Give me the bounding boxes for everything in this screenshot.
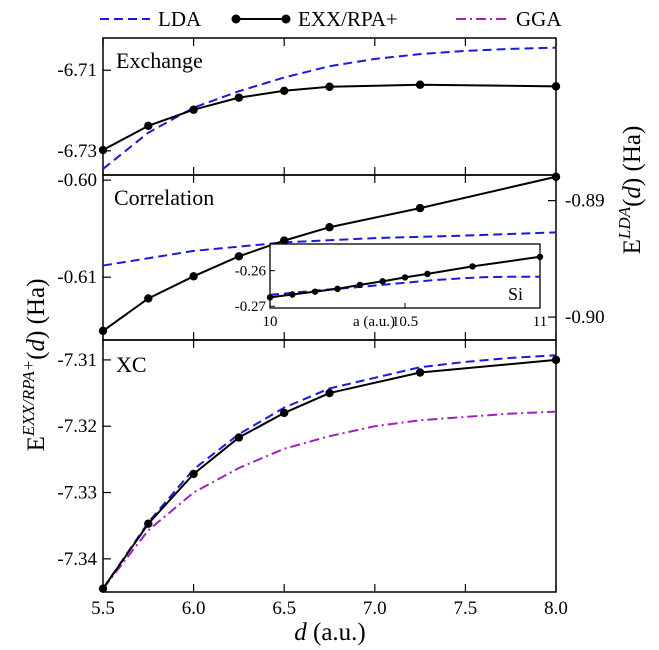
inset-si: Si a (a.u.) 10 10.5 11 -0.26 -0.27	[235, 243, 547, 330]
x-tick-label: 7.5	[454, 598, 478, 619]
inset-line-exxrpa	[269, 255, 541, 299]
panel-xc-marker	[98, 584, 108, 593]
panel-correlation-marker	[280, 236, 289, 245]
x-axis: d (a.u.) 5.5 6.0 6.5 7.0 7.5 8.0	[91, 598, 568, 646]
legend-marker-exx-left	[231, 14, 241, 24]
y-tick-label-left: -7.32	[57, 416, 97, 437]
x-axis-title: d (a.u.)	[294, 619, 366, 646]
inset-marker	[401, 274, 409, 281]
inset-marker	[469, 263, 476, 270]
y-tick-label-left: -0.61	[57, 267, 97, 288]
inset-marker	[356, 281, 364, 289]
panel-exchange-marker	[144, 121, 153, 131]
panel-xc: XC -7.31 -7.32 -7.33 -7.34	[57, 339, 561, 593]
inset-marker	[536, 253, 544, 260]
panel-correlation-marker	[415, 203, 425, 213]
svg-text:EEXX/RPA+(d) (Ha): EEXX/RPA+(d) (Ha)	[19, 279, 50, 452]
x-tick-label: 7.0	[363, 598, 387, 619]
panel-title-xc: XC	[116, 352, 147, 377]
panel-exchange-marker	[280, 86, 289, 95]
x-tick-label: 8.0	[544, 598, 568, 619]
y-tick-label-right: -0.89	[565, 191, 605, 212]
panel-correlation-marker	[325, 223, 334, 232]
panel-xc-line-gga	[102, 410, 557, 590]
inset-marker	[311, 288, 319, 295]
inset-marker	[334, 285, 341, 292]
inset-label: Si	[508, 284, 523, 304]
legend-label-exx: EXX/RPA+	[298, 7, 398, 31]
panel-xc-marker	[415, 368, 425, 377]
panel-exchange-marker	[551, 82, 561, 91]
panel-correlation-marker	[551, 172, 561, 181]
inset-x-tick-label: 11	[533, 314, 547, 330]
panel-xc-marker	[189, 469, 198, 479]
panel-xc-line-lda	[102, 354, 557, 590]
panel-correlation-marker	[144, 294, 153, 303]
panel-exchange-line-exxrpa	[102, 83, 557, 151]
x-axis-title-unit: (a.u.)	[307, 619, 366, 646]
legend: LDA EXX/RPA+ GGA	[100, 7, 562, 31]
y-tick-label-left: -6.73	[57, 141, 97, 162]
inset-marker	[379, 278, 386, 285]
panel-correlation-marker	[234, 252, 244, 261]
panel-xc-line-exxrpa	[102, 358, 557, 590]
panel-exchange-marker	[325, 82, 334, 91]
panel-title-exchange: Exchange	[116, 48, 203, 73]
panel-xc-marker	[325, 388, 334, 398]
panel-exchange-marker	[98, 145, 108, 155]
legend-marker-exx-right	[281, 14, 291, 24]
panel-correlation: Correlation -0.60 -0.61 -0.89 -0.90	[57, 170, 605, 341]
panel-exchange-marker	[234, 93, 244, 102]
svg-text:ELDA(d) (Ha): ELDA(d) (Ha)	[615, 126, 646, 255]
inset-x-tick-label: 10	[263, 314, 278, 330]
x-axis-title-var: d	[294, 619, 307, 646]
legend-label-gga: GGA	[516, 7, 562, 31]
y-axis-left-title: EEXX/RPA+(d) (Ha)	[19, 279, 50, 452]
inset-marker	[266, 294, 274, 301]
panel-xc-marker	[551, 355, 561, 365]
panel-xc-marker	[144, 519, 153, 528]
panel-xc-marker	[280, 408, 289, 418]
y-tick-label-right: -0.90	[565, 307, 605, 328]
y-tick-label-left: -6.71	[57, 60, 97, 81]
panel-exchange: Exchange -6.71-6.73-6.41-6.43	[57, 37, 561, 176]
legend-label-lda: LDA	[158, 7, 202, 31]
panel-title-correlation: Correlation	[114, 185, 214, 210]
x-tick-label: 6.5	[272, 598, 296, 619]
y-tick-label-left: -0.60	[57, 170, 97, 191]
inset-y-tick-label: -0.26	[235, 264, 267, 280]
y-tick-label-left: -7.31	[57, 350, 97, 371]
panel-correlation-line-lda	[102, 231, 557, 267]
panel-frame-xc	[102, 339, 557, 593]
y-tick-label-left: -7.34	[57, 549, 97, 570]
panel-exchange-marker	[189, 105, 198, 114]
y-axis-right-title: ELDA(d) (Ha)	[615, 126, 646, 255]
inset-x-tick-label: 10.5	[392, 314, 418, 330]
inset-y-tick-label: -0.27	[235, 299, 267, 315]
panel-xc-marker	[234, 433, 244, 442]
panel-exchange-marker	[415, 80, 425, 89]
x-tick-label: 5.5	[91, 598, 115, 619]
inset-marker	[289, 291, 296, 298]
panel-correlation-line-exxrpa	[102, 175, 557, 332]
x-tick-label: 6.0	[182, 598, 206, 619]
inset-xlabel: a (a.u.)	[353, 314, 395, 330]
panel-correlation-marker	[189, 272, 198, 281]
inset-marker	[424, 270, 431, 278]
panel-correlation-marker	[98, 326, 108, 336]
y-tick-label-left: -7.33	[57, 483, 97, 504]
